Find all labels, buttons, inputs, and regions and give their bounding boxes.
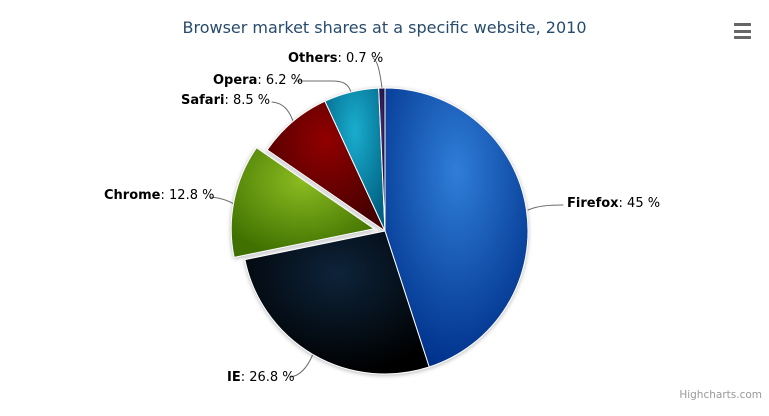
label-connector-safari: [271, 101, 294, 122]
hamburger-menu-icon: [734, 36, 751, 39]
pie-slice-others[interactable]: [378, 87, 386, 232]
data-label-opera: Opera: 6.2 %: [213, 73, 304, 88]
pie-slices: [230, 87, 529, 375]
pie-slice-chrome[interactable]: [230, 147, 375, 258]
hamburger-menu-icon: [734, 29, 751, 33]
label-connector-firefox: [527, 204, 564, 211]
label-connector-opera: [295, 80, 352, 93]
label-connector-ie: [289, 353, 314, 378]
data-label-firefox: Firefox: 45 %: [567, 196, 661, 211]
pie-slice-firefox[interactable]: [384, 87, 529, 368]
context-menu-button[interactable]: [733, 22, 753, 40]
credits-link[interactable]: Highcharts.com: [679, 389, 762, 401]
chart-title: Browser market shares at a specific webs…: [182, 18, 587, 37]
pie-slice-ie[interactable]: [244, 230, 430, 375]
data-label-others: Others: 0.7 %: [288, 51, 384, 66]
hamburger-menu-icon: [734, 23, 751, 26]
label-connector-others: [372, 57, 383, 89]
data-label-chrome: Chrome: 12.8 %: [104, 188, 215, 203]
data-label-safari: Safari: 8.5 %: [181, 93, 271, 108]
data-label-ie: IE: 26.8 %: [227, 370, 295, 385]
